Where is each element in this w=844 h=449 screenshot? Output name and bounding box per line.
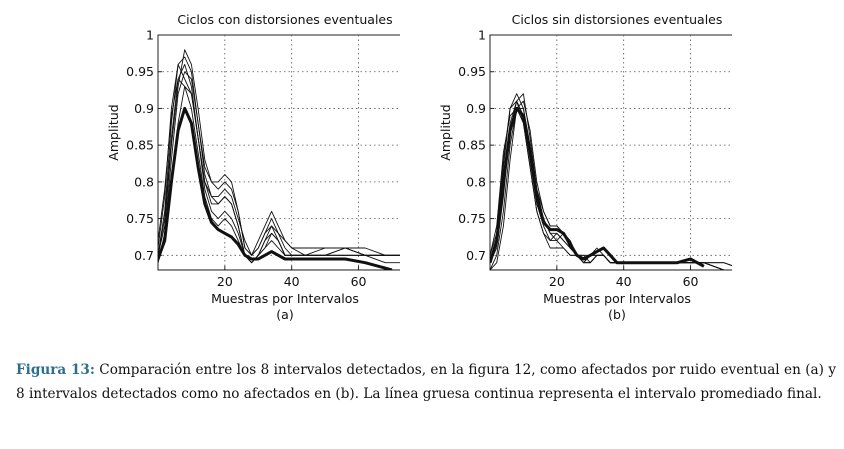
y-axis-label: Amplitud (438, 104, 453, 160)
caption-label: Figura 13: (16, 362, 95, 378)
panel-sublabel: (b) (608, 307, 626, 322)
chart-title: Ciclos con distorsiones eventuales (177, 12, 392, 27)
series-average-line (490, 106, 705, 268)
x-tick-label: 40 (284, 274, 300, 289)
caption-text: Comparación entre los 8 intervalos detec… (16, 362, 837, 402)
y-tick-label: 0.9 (134, 101, 154, 116)
chart-title: Ciclos sin distorsiones eventuales (512, 12, 723, 27)
x-tick-label: 60 (683, 274, 699, 289)
y-tick-label: 0.85 (458, 138, 486, 153)
x-axis-label: Muestras por Intervalos (543, 291, 691, 306)
x-axis-label: Muestras por Intervalos (211, 291, 359, 306)
plot-frame (489, 34, 745, 271)
y-tick-label: 0.85 (126, 138, 154, 153)
y-tick-label: 1 (478, 28, 486, 43)
y-tick-label: 0.8 (134, 174, 154, 189)
y-tick-label: 1 (146, 28, 154, 43)
y-tick-label: 0.95 (458, 64, 486, 79)
y-tick-label: 0.7 (466, 248, 486, 263)
figure-caption: Figura 13: Comparación entre los 8 inter… (16, 358, 836, 406)
chart-b: Ciclos sin distorsiones eventuales 20 40 60… (438, 12, 745, 322)
y-tick-label: 0.7 (134, 248, 154, 263)
y-tick-label: 0.8 (466, 174, 486, 189)
series-line-2 (158, 63, 406, 256)
panel-sublabel: (a) (276, 307, 293, 322)
y-tick-label: 0.75 (126, 211, 154, 226)
y-tick-label: 0.75 (458, 211, 486, 226)
series-line-1 (158, 56, 406, 256)
x-tick-label: 40 (616, 274, 632, 289)
series-line-7 (158, 85, 406, 264)
y-tick-label: 0.9 (466, 101, 486, 116)
y-axis-label: Amplitud (106, 104, 121, 160)
x-tick-label: 60 (351, 274, 367, 289)
x-tick-label: 20 (549, 274, 565, 289)
y-tick-label: 0.95 (126, 64, 154, 79)
figure-13: Ciclos con distorsiones eventuales 20 40 60… (100, 0, 745, 345)
chart-panel-a: Ciclos con distorsiones eventuales 20 40 60… (100, 0, 413, 345)
series-line-3 (158, 49, 406, 256)
chart-panel-b: Ciclos sin distorsiones eventuales 20 40 60… (432, 0, 745, 345)
chart-a: Ciclos con distorsiones eventuales 20 40 60… (106, 12, 413, 322)
series-average-line (158, 106, 393, 270)
x-tick-label: 20 (217, 274, 233, 289)
